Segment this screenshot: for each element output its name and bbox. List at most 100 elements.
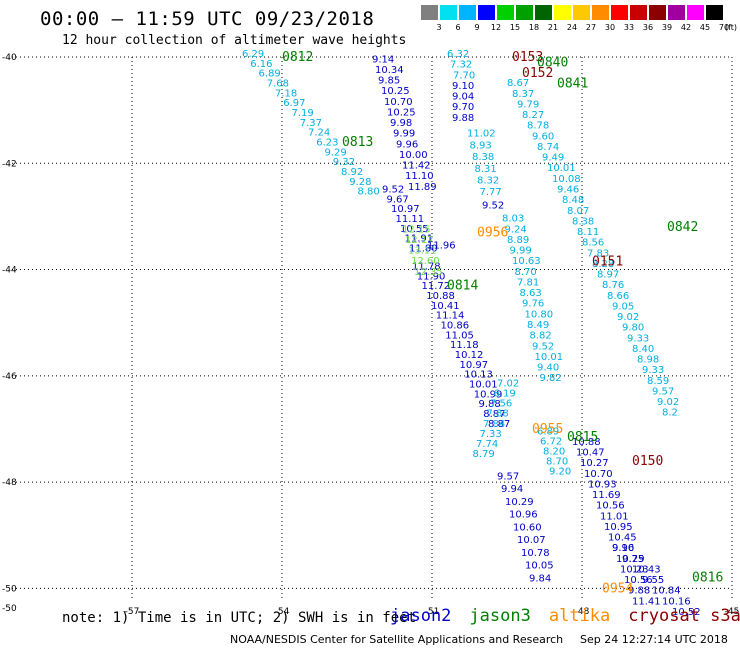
legend-label: 3 [436,23,442,32]
legend-swatch [535,5,552,20]
legend-label: 6 [455,23,461,32]
legend-label: 70 [718,23,730,32]
legend-label: 18 [528,23,540,32]
swh-value: 12.35 [414,267,443,278]
swh-value: 10.47 [576,448,605,459]
lon-tick-label: -51 [425,607,440,617]
swh-value: 10.07 [517,535,546,546]
legend-swatch [649,5,666,20]
swh-value: 8.92 [341,167,363,178]
swh-value: 9.40 [537,363,559,374]
swh-value: 10.00 [399,150,428,161]
swh-value: 11.42 [402,161,431,172]
swh-value: 10.93 [588,479,617,490]
swh-value: 9.99 [393,129,415,140]
swh-value: 9.55 [642,575,664,586]
swh-value: 8.79 [473,449,495,460]
swh-value: 7.84 [483,419,505,430]
swh-value: 6.72 [540,436,562,447]
lat-tick-label: -44 [2,266,17,276]
swh-value: 11.11 [396,214,425,225]
lat-tick-label: -46 [2,372,17,382]
swh-value: 9.52 [382,185,404,196]
swh-value: 10.63 [512,256,541,267]
lon-tick-label: -45 [725,607,740,617]
swh-value: 11.91 [405,234,434,245]
swh-value: 9.14 [372,54,394,65]
pass-time-label: 0813 [342,135,373,150]
legend-label: 33 [623,23,635,32]
swh-value: 7.88 [487,409,509,420]
swh-value: 13.11 [408,246,437,257]
swh-value: 9.33 [642,365,664,376]
swh-value: 11.72 [422,281,451,292]
swh-value: 8.49 [527,320,549,331]
swh-value: 9.96 [396,139,418,150]
map-grid [12,56,733,599]
swh-value: 7.18 [275,88,297,99]
swh-value: 8.74 [537,142,559,153]
swh-value: 10.25 [387,107,416,118]
swh-value: 12.60 [411,256,440,267]
swh-value: 11.69 [592,490,621,501]
swh-value: 10.01 [547,163,576,174]
legend-swatch [630,5,647,20]
legend-label: 12 [490,23,502,32]
swh-value: 10.70 [584,469,613,480]
swh-value: 9.20 [549,467,571,478]
swh-value: 8.59 [647,376,669,387]
swh-value: 8.07 [567,206,589,217]
swh-value: 9.98 [390,118,412,129]
swh-value: 10.88 [572,437,601,448]
swh-value: 7.37 [300,118,322,129]
swh-value: 9.24 [505,224,527,235]
swh-value: 9.96 [612,543,634,554]
altimeter-tracks: 6.296.166.897.687.186.977.197.377.246.23… [242,49,701,618]
swh-value: 9.32 [333,157,355,168]
swh-value: 6.16 [250,59,272,70]
swh-value: 11.80 [409,243,438,254]
swh-value: 8.76 [602,280,624,291]
swh-value: 10.86 [441,321,470,332]
pass-time-label: 0812 [282,50,313,65]
swh-value: 11.78 [412,262,441,273]
swh-value: 9.46 [557,185,579,196]
swh-value: 10.97 [391,204,420,215]
map-title: 00:00 – 11:59 UTC 09/23/2018 [40,8,375,30]
legend-label: 30 [604,23,616,32]
legend-unit: (ft) [724,23,738,32]
swh-value: 7.32 [450,60,472,71]
swh-value: 7.56 [490,399,512,410]
legend-swatch [516,5,533,20]
swh-value: 10.56 [596,501,625,512]
swh-value: 10.01 [469,380,498,391]
swh-value: 9.28 [349,177,371,188]
swh-value: 7.74 [476,439,498,450]
swh-value: 7.24 [308,128,330,139]
swh-value: 9.82 [540,373,562,384]
swh-value: 11.41 [632,596,661,607]
swh-value: 9.02 [657,397,679,408]
swh-value: 9.57 [652,386,674,397]
swh-value: 10.13 [464,370,493,381]
legend-label: 9 [474,23,480,32]
swh-value: 10.60 [513,522,542,533]
pass-time-label: 0955 [532,422,563,437]
swh-value: 10.88 [426,291,455,302]
pass-time-label: 0840 [537,55,568,70]
swh-value: 11.90 [417,271,446,282]
lat-tick-label: -40 [2,53,17,63]
swh-value: 8.38 [472,152,494,163]
swh-value: 8.28 [592,259,614,270]
swh-value: 8.98 [637,355,659,366]
swh-value: 8.20 [543,446,565,457]
swh-value: 10.34 [375,65,404,76]
credit-line: NOAA/NESDIS Center for Satellite Applica… [230,633,564,646]
swh-value: 11.02 [467,129,496,140]
legend-swatch [459,5,476,20]
swh-value: 8.63 [520,288,542,299]
swh-value: 6.89 [537,426,559,437]
swh-value: 10.08 [552,174,581,185]
swh-value: 7.33 [480,429,502,440]
